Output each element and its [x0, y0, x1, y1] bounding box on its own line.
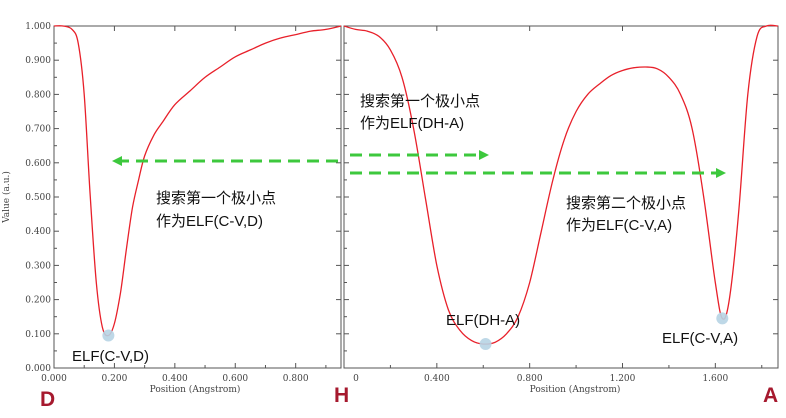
- letter-h: H: [334, 384, 349, 407]
- y-tick-label: 0.000: [25, 364, 51, 374]
- label-elf-cv-a: ELF(C-V,A): [662, 330, 738, 347]
- right-plot-frame: [343, 25, 779, 369]
- letter-a: A: [763, 384, 778, 407]
- left-x-tick-label: 0.600: [222, 374, 248, 384]
- left-minimum-marker: [102, 329, 115, 342]
- left-x-axis-label: Position (Angstrom): [150, 384, 241, 395]
- mid-minimum-marker: [479, 338, 492, 351]
- anno-left-line1: 搜索第一个极小点: [156, 189, 276, 207]
- y-tick-label: 0.900: [25, 56, 51, 66]
- right-x-tick-label: 1.200: [610, 374, 636, 384]
- left-x-tick-label: 0.000: [41, 374, 67, 384]
- left-y-ticks: 0.000 0.100 0.200 0.300 0.400 0.500 0.600 0.700…: [25, 22, 341, 374]
- anno-right-line2: 作为ELF(C-V,A): [566, 217, 672, 234]
- right-x-ticks: 0.400 0.800 1.200 1.600: [389, 26, 763, 384]
- y-tick-label: 0.800: [25, 90, 51, 100]
- label-elf-cv-d: ELF(C-V,D): [72, 348, 149, 365]
- anno-left-line2: 作为ELF(C-V,D): [156, 213, 263, 230]
- left-x-tick-label: 0.200: [102, 374, 128, 384]
- right-x-tick-cut: 0: [353, 374, 359, 384]
- left-plot-frame: [53, 25, 342, 369]
- anno-right-line1: 搜索第二个极小点: [566, 194, 686, 212]
- y-tick-label: 0.700: [25, 125, 51, 135]
- y-tick-label: 0.200: [25, 296, 51, 306]
- right-x-tick-label: 0.800: [517, 374, 543, 384]
- label-elf-dh-a: ELF(DH-A): [446, 312, 520, 329]
- right-x-tick-label: 1.600: [702, 374, 728, 384]
- right-x-tick-label: 0.400: [424, 374, 450, 384]
- right-minimum-marker: [716, 312, 729, 325]
- left-panel: 0.000 0.100 0.200 0.300 0.400 0.500 0.600 0.700…: [1, 22, 342, 395]
- y-tick-label: 0.300: [25, 261, 51, 271]
- anno-mid-line2: 作为ELF(DH-A): [360, 115, 464, 132]
- y-tick-label: 0.400: [25, 227, 51, 237]
- y-tick-label: 0.500: [25, 193, 51, 203]
- y-tick-label: 0.100: [25, 330, 51, 340]
- right-panel: 0.400 0.800 1.200 1.600 Position (Angstrom)…: [343, 24, 779, 395]
- left-x-ticks: 0.000 0.200 0.400 0.600 0.800: [41, 26, 327, 384]
- letter-d: D: [40, 388, 55, 411]
- y-tick-label: 1.000: [25, 22, 51, 32]
- left-x-tick-label: 0.400: [162, 374, 188, 384]
- left-x-tick-label: 0.800: [283, 374, 309, 384]
- y-tick-label: 0.600: [25, 159, 51, 169]
- y-axis-label: Value (a.u.): [1, 171, 12, 224]
- right-x-axis-label: Position (Angstrom): [530, 384, 621, 395]
- anno-mid-line1: 搜索第一个极小点: [360, 92, 480, 110]
